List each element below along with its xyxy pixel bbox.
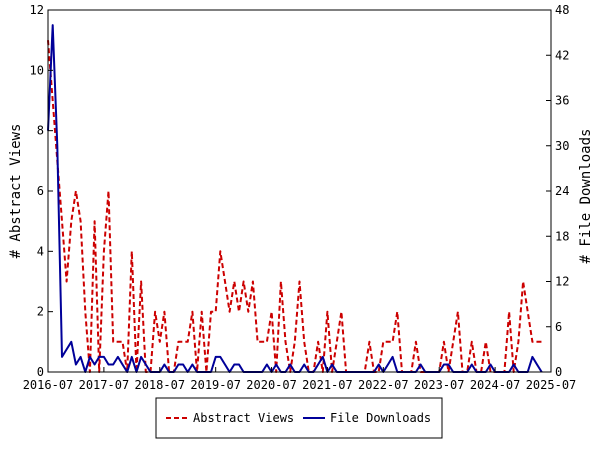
x-tick-label: 2019-07 [190, 378, 241, 392]
x-tick-label: 2020-07 [246, 378, 297, 392]
y-right-tick-label: 18 [555, 229, 569, 243]
legend: Abstract Views File Downloads [155, 397, 443, 439]
legend-label-file-downloads: File Downloads [330, 411, 431, 425]
y-right-tick-label: 0 [555, 365, 562, 379]
y-left-tick-label: 8 [37, 124, 44, 138]
y-right-tick-label: 12 [555, 275, 569, 289]
y-left-tick-label: 10 [30, 63, 44, 77]
series-line-abstract-views [47, 40, 542, 373]
x-axis: 2016-07 2017-07 2018-07 2019-07 2020-07 2021-… [23, 367, 577, 392]
y-right-tick-label: 36 [555, 94, 569, 108]
y-right-tick-label: 42 [555, 48, 569, 62]
x-tick-label: 2023-07 [414, 378, 465, 392]
y-right-label: # File Downloads [578, 129, 594, 264]
x-tick-label: 2021-07 [302, 378, 353, 392]
x-tick-label: 2024-07 [470, 378, 521, 392]
x-tick-label: 2022-07 [358, 378, 409, 392]
x-tick-label: 2016-07 [23, 378, 74, 392]
y-right-tick-label: 24 [555, 184, 569, 198]
y-left-tick-label: 4 [37, 244, 44, 258]
y-right-tick-label: 48 [555, 3, 569, 17]
y-left-label: # Abstract Views [8, 124, 24, 259]
y-left-tick-label: 6 [37, 184, 44, 198]
y-left-tick-label: 2 [37, 305, 44, 319]
legend-box [155, 397, 443, 439]
y-left-tick-label: 12 [30, 3, 44, 17]
y-left-tick-label: 0 [37, 365, 44, 379]
x-tick-label: 2018-07 [134, 378, 185, 392]
legend-label-abstract-views: Abstract Views [193, 411, 294, 425]
y-right-tick-label: 6 [555, 320, 562, 334]
left-axis: 0 2 4 6 8 10 12 [30, 3, 53, 379]
y-right-tick-label: 30 [555, 139, 569, 153]
right-axis: 0 6 12 18 24 30 36 42 48 [546, 3, 569, 379]
x-tick-label: 2017-07 [79, 378, 130, 392]
x-tick-label: 2025-07 [526, 378, 577, 392]
